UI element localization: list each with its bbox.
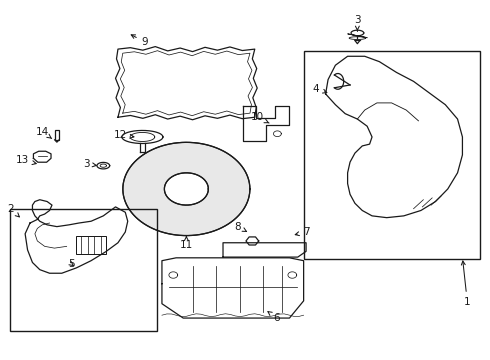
Text: 13: 13 (16, 155, 36, 165)
Bar (76, 235, 106, 253)
Circle shape (164, 173, 208, 205)
Text: 3: 3 (83, 159, 97, 169)
Bar (10, 209, 157, 330)
Text: 3: 3 (354, 15, 361, 31)
Text: 5: 5 (68, 259, 75, 269)
Bar (304, 51, 480, 259)
Text: 2: 2 (7, 204, 20, 217)
Text: 6: 6 (268, 311, 280, 323)
Text: 7: 7 (295, 227, 309, 237)
Text: 11: 11 (180, 237, 193, 249)
Text: 14: 14 (36, 127, 51, 139)
Bar (55, 130, 59, 140)
Text: 12: 12 (114, 130, 134, 140)
Text: 8: 8 (234, 222, 246, 231)
Text: 4: 4 (313, 84, 327, 94)
Circle shape (123, 142, 250, 235)
Text: 10: 10 (251, 112, 269, 123)
Text: 9: 9 (131, 35, 148, 47)
Text: 1: 1 (462, 261, 470, 307)
